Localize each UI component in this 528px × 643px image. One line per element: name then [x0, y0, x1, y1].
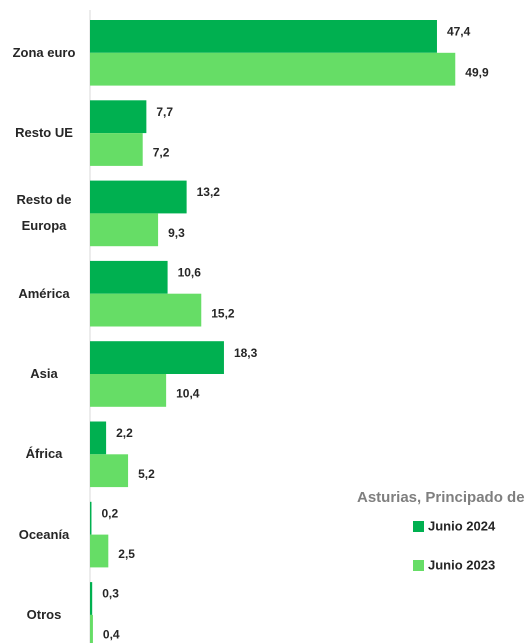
category-label: Resto UE [15, 125, 73, 141]
value-label: 13,2 [197, 185, 221, 199]
legend-label: Junio 2024 [428, 518, 496, 533]
bar [90, 582, 93, 615]
bar [90, 454, 129, 488]
value-label: 0,3 [102, 587, 119, 601]
bar [90, 614, 93, 643]
bar [90, 293, 202, 327]
bar [90, 20, 437, 53]
bar [90, 534, 109, 568]
category-label: Zona euro [12, 44, 76, 60]
value-label: 7,2 [153, 146, 170, 160]
legend-title: Asturias, Principado de [357, 489, 525, 506]
category-label: Asia [30, 366, 58, 381]
bar [90, 133, 143, 166]
value-label: 10,6 [178, 265, 202, 279]
bar [90, 341, 224, 374]
legend-swatch [413, 521, 424, 532]
value-label: 2,2 [116, 426, 133, 440]
value-label: 0,4 [103, 627, 120, 641]
value-label: 49,9 [465, 65, 489, 79]
bar [90, 100, 147, 134]
value-label: 0,2 [101, 506, 118, 520]
bar [90, 421, 107, 455]
bar [90, 501, 92, 535]
legend-swatch [413, 560, 424, 571]
bar [90, 52, 456, 86]
value-label: 15,2 [211, 306, 235, 320]
category-label: Resto de Europa [16, 192, 72, 234]
value-label: 10,4 [176, 387, 200, 401]
bar [90, 180, 187, 214]
value-label: 7,7 [156, 105, 173, 119]
category-label: Oceanía [18, 526, 70, 542]
bar [90, 374, 167, 407]
category-label: África [25, 446, 63, 462]
bar [90, 260, 168, 294]
legend-label: Junio 2023 [428, 557, 495, 572]
bar [90, 213, 159, 247]
value-label: 5,2 [138, 467, 155, 481]
category-label: Otros [26, 606, 62, 622]
value-label: 18,3 [234, 346, 258, 360]
value-label: 47,4 [447, 25, 471, 39]
value-label: 2,5 [118, 547, 135, 561]
value-label: 9,3 [168, 226, 185, 240]
category-label: América [18, 285, 70, 301]
